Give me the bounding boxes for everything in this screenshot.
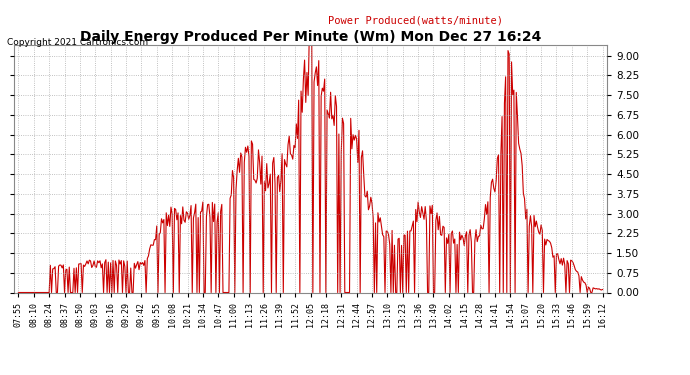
Title: Daily Energy Produced Per Minute (Wm) Mon Dec 27 16:24: Daily Energy Produced Per Minute (Wm) Mo… bbox=[80, 30, 541, 44]
Text: Power Produced(watts/minute): Power Produced(watts/minute) bbox=[328, 15, 503, 25]
Text: Copyright 2021 Cartronics.com: Copyright 2021 Cartronics.com bbox=[7, 38, 148, 47]
